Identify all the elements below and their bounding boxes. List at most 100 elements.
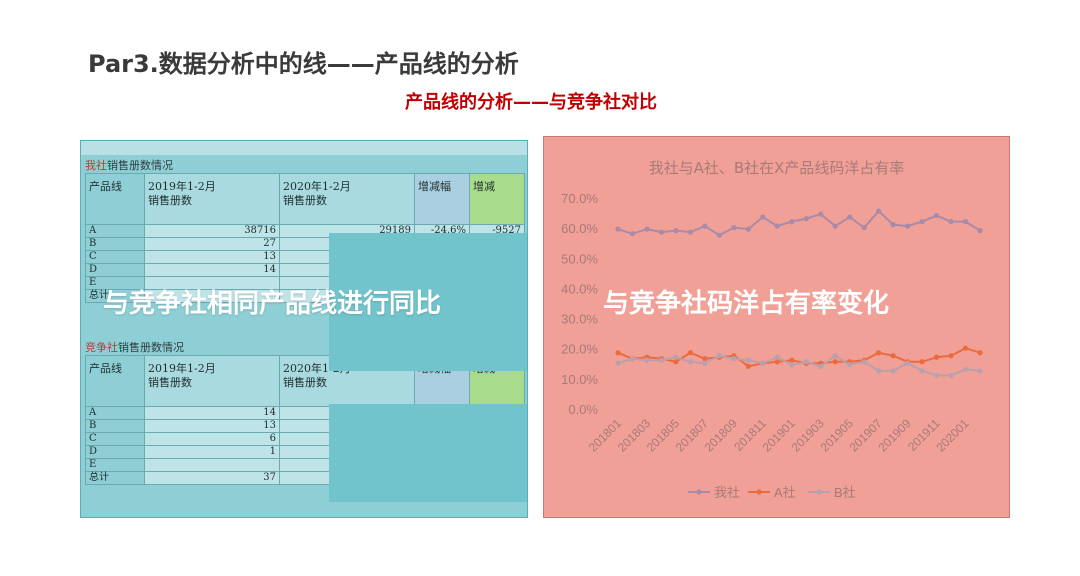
data-point (832, 223, 838, 229)
data-point (962, 219, 969, 225)
data-point (847, 214, 853, 220)
data-point (948, 372, 954, 378)
table-header-row: 产品线 2019年1-2月 销售册数 2020年1-2月 销售册数 增减幅 增减 (85, 173, 525, 225)
data-point (803, 215, 809, 222)
cell-2019 (144, 458, 280, 472)
cell-2019: 13 (144, 250, 280, 264)
data-point (919, 368, 925, 374)
data-point (933, 354, 940, 360)
series-line-0 (617, 209, 981, 237)
data-point (629, 356, 636, 362)
data-point (962, 366, 969, 372)
data-point (905, 223, 911, 229)
data-point (673, 359, 679, 365)
data-point (774, 354, 780, 360)
data-point (818, 211, 824, 217)
table1-title-text: 销售册数情况 (107, 159, 173, 172)
data-point (861, 359, 867, 365)
data-point (644, 226, 650, 232)
col-2019: 2019年1-2月 销售册数 (144, 173, 280, 225)
col-product: 产品线 (85, 173, 145, 225)
data-point (890, 353, 896, 359)
y-tick-label: 30.0% (561, 312, 598, 327)
page-title: Par3.数据分析中的线——产品线的分析 (88, 50, 519, 78)
row-label: 总计 (85, 289, 145, 303)
data-point (789, 357, 795, 363)
data-point (977, 350, 983, 356)
data-point (948, 219, 954, 225)
table1-title-highlight: 我社 (85, 159, 107, 172)
data-point (658, 229, 665, 235)
right-chart-panel: 我社与A社、B社在X产品线码洋占有率 (543, 136, 1010, 518)
data-point (890, 368, 896, 374)
chart-title: 我社与A社、B社在X产品线码洋占有率 (648, 159, 905, 177)
data-point (687, 359, 693, 365)
data-point (977, 368, 983, 374)
data-point (919, 219, 925, 225)
left-table-panel: 我社销售册数情况 产品线 2019年1-2月 销售册数 2020年1-2月 销售… (80, 140, 528, 518)
legend-marker (816, 489, 822, 495)
data-point (760, 360, 766, 366)
table2-title-highlight: 竞争社 (85, 341, 118, 354)
data-point (832, 353, 838, 359)
legend-label: A社 (774, 485, 796, 500)
row-label: A (85, 224, 145, 238)
legend-marker (756, 489, 762, 495)
data-point (905, 360, 911, 366)
series-line-2 (617, 354, 981, 377)
data-point (731, 225, 737, 231)
x-tick-label: 201809 (702, 416, 740, 454)
column-header-strip (81, 141, 527, 155)
data-point (658, 357, 665, 363)
market-share-chart: 0.0% 10.0% 20.0% 30.0% 40.0% 50.0% 60.0% 70.0% 2… (561, 191, 983, 500)
data-point (760, 214, 766, 220)
data-point (615, 226, 621, 232)
left-overlay-caption: 与竞争社相同产品线进行同比 (103, 289, 442, 319)
row-label: C (85, 250, 145, 264)
right-overlay-caption: 与竞争社码洋占有率变化 (603, 289, 890, 319)
col-2020: 2020年1-2月 销售册数 (279, 173, 415, 225)
data-point (876, 208, 882, 214)
col-change-rate: 增减幅 (414, 173, 470, 225)
section-subtitle: 产品线的分析——与竞争社对比 (405, 92, 657, 113)
cell-2019: 27 (144, 237, 280, 251)
y-tick-label: 60.0% (561, 221, 598, 236)
data-point (789, 362, 795, 368)
data-point (818, 363, 824, 369)
overlay-box-top (329, 233, 527, 371)
data-point (847, 362, 853, 368)
y-tick-label: 40.0% (561, 281, 598, 296)
data-point (933, 372, 940, 378)
data-point (687, 229, 693, 235)
table1-title: 我社销售册数情况 (85, 157, 173, 173)
data-point (890, 222, 896, 228)
col-2019: 2019年1-2月 销售册数 (144, 355, 280, 407)
cell-2019: 14 (144, 263, 280, 277)
row-label: C (85, 432, 145, 446)
data-point (615, 350, 621, 356)
x-tick-label: 202001 (933, 416, 971, 454)
data-point (774, 223, 780, 229)
data-point (702, 223, 708, 229)
row-label: 总计 (85, 471, 145, 485)
row-label: D (85, 263, 145, 277)
data-point (716, 353, 722, 359)
data-point (716, 232, 722, 238)
x-tick-label: 201909 (876, 416, 914, 454)
data-point (962, 345, 969, 351)
table2-title-text: 销售册数情况 (118, 341, 184, 354)
data-point (789, 219, 795, 225)
cell-2019: 38716 (144, 224, 280, 238)
row-label: B (85, 419, 145, 433)
data-point (876, 368, 882, 374)
data-point (774, 359, 780, 365)
row-label: B (85, 237, 145, 251)
row-label: E (85, 458, 145, 472)
data-point (745, 226, 751, 232)
cell-2019: 13 (144, 419, 280, 433)
legend-marker (696, 489, 702, 495)
y-tick-label: 10.0% (561, 372, 598, 387)
col-change: 增减 (469, 173, 525, 225)
row-label: D (85, 445, 145, 459)
data-point (687, 350, 693, 356)
